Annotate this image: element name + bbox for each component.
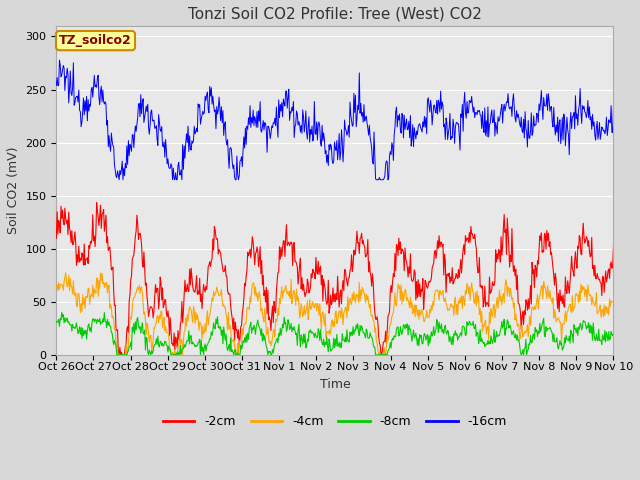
Legend: -2cm, -4cm, -8cm, -16cm: -2cm, -4cm, -8cm, -16cm: [158, 410, 512, 433]
Y-axis label: Soil CO2 (mV): Soil CO2 (mV): [7, 146, 20, 234]
X-axis label: Time: Time: [319, 378, 350, 391]
Title: Tonzi Soil CO2 Profile: Tree (West) CO2: Tonzi Soil CO2 Profile: Tree (West) CO2: [188, 7, 482, 22]
Text: TZ_soilco2: TZ_soilco2: [59, 34, 132, 47]
